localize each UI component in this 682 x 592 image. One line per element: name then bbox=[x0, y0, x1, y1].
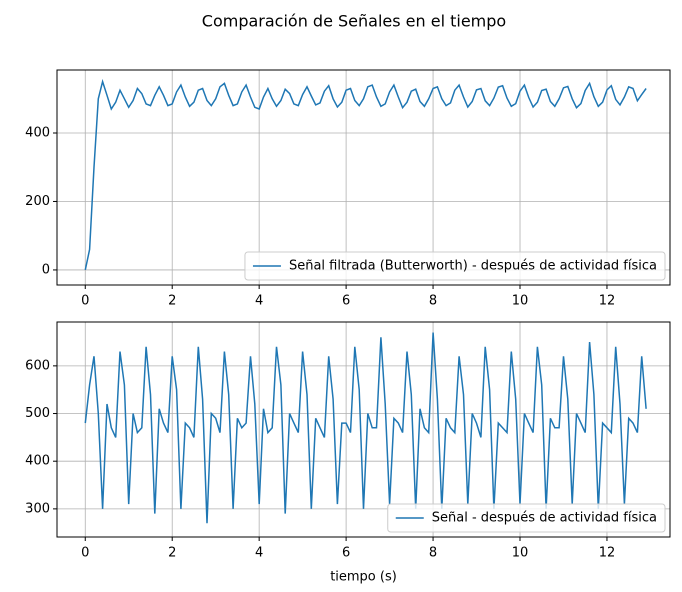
y-tick-label: 600 bbox=[25, 358, 50, 373]
x-tick-label: 8 bbox=[429, 294, 437, 309]
x-tick-label: 6 bbox=[342, 294, 350, 309]
legend-label: Señal - después de actividad física bbox=[432, 511, 657, 526]
x-tick-label: 0 bbox=[81, 546, 89, 561]
legend-box bbox=[387, 503, 666, 533]
axes-frame bbox=[56, 69, 671, 286]
x-tick-label: 10 bbox=[512, 546, 529, 561]
x-tick-label: 2 bbox=[168, 546, 176, 561]
x-tick-label: 4 bbox=[255, 294, 263, 309]
y-tick-label: 0 bbox=[42, 262, 50, 277]
x-tick-label: 4 bbox=[255, 546, 263, 561]
x-axis-label: tiempo (s) bbox=[330, 570, 397, 585]
x-tick-label: 10 bbox=[512, 294, 529, 309]
x-tick-label: 0 bbox=[81, 294, 89, 309]
y-tick-label: 200 bbox=[25, 194, 50, 209]
y-tick-label: 400 bbox=[25, 125, 50, 140]
x-tick-label: 12 bbox=[599, 294, 616, 309]
legend: Señal - después de actividad física bbox=[387, 503, 666, 533]
legend: Señal filtrada (Butterworth) - después d… bbox=[244, 251, 666, 281]
legend-label: Señal filtrada (Butterworth) - después d… bbox=[289, 259, 657, 274]
y-tick-label: 300 bbox=[25, 501, 50, 516]
x-tick-label: 2 bbox=[168, 294, 176, 309]
x-tick-label: 12 bbox=[599, 546, 616, 561]
figure-title: Comparación de Señales en el tiempo bbox=[202, 12, 506, 31]
y-tick-label: 400 bbox=[25, 454, 50, 469]
legend-box bbox=[244, 251, 666, 281]
y-tick-label: 500 bbox=[25, 406, 50, 421]
x-tick-label: 8 bbox=[429, 546, 437, 561]
line bbox=[84, 332, 647, 524]
x-tick-label: 6 bbox=[342, 546, 350, 561]
line bbox=[84, 78, 647, 271]
axes-frame bbox=[56, 321, 671, 538]
